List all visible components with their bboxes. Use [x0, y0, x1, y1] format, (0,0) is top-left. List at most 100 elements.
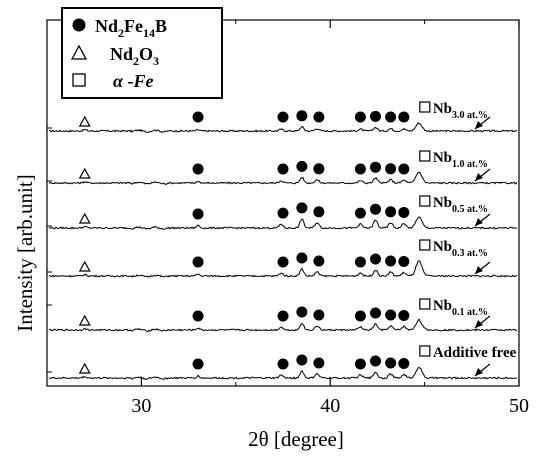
nd2fe14b-marker — [398, 358, 410, 369]
alpha-fe-marker — [419, 298, 431, 310]
nd2fe14b-marker — [192, 208, 204, 220]
nd2fe14b-marker — [354, 310, 366, 322]
legend-triangle-icon — [70, 44, 88, 60]
nd2fe14b-marker — [354, 207, 366, 219]
label-arrowhead — [475, 320, 483, 328]
series-label-sub: 0.1 at.% — [452, 307, 488, 318]
nd2fe14b-marker — [354, 163, 366, 175]
nd2fe14b-marker — [296, 160, 308, 172]
series-label-sub: 3.0 at.% — [452, 110, 488, 121]
x-axis-title: 2θ [degree] — [248, 427, 344, 451]
nd2fe14b-marker — [296, 354, 308, 366]
nd2fe14b-marker — [296, 306, 308, 318]
nd2fe14b-marker — [296, 252, 308, 264]
nd2fe14b-marker — [277, 111, 289, 123]
nd2fe14b-marker — [313, 255, 325, 267]
nd2fe14b-marker — [370, 253, 382, 265]
nd2fe14b-marker — [296, 202, 308, 214]
alpha-fe-marker — [419, 345, 431, 357]
alpha-fe-marker — [419, 239, 431, 251]
nd2fe14b-marker — [192, 310, 204, 322]
nd2fe14b-marker — [385, 111, 397, 123]
nd2o3-marker — [78, 212, 91, 224]
nd2fe14b-marker — [277, 310, 289, 322]
series-label: Additive free — [433, 345, 517, 361]
nd2fe14b-marker — [296, 110, 308, 122]
nd2fe14b-marker — [354, 358, 366, 370]
nd2fe14b-marker — [313, 206, 325, 218]
label-arrowhead — [475, 173, 483, 181]
nd2fe14b-marker — [370, 161, 382, 173]
nd2fe14b-marker — [313, 163, 325, 175]
y-axis-title: Intensity [arb.unit] — [13, 174, 37, 331]
series-label: Nb0.3 at.% — [433, 239, 488, 259]
nd2fe14b-marker — [398, 163, 410, 175]
series-5: Additive free — [48, 345, 518, 381]
xrd-line-2 — [48, 216, 518, 230]
nd2o3-marker — [78, 115, 91, 127]
series-3: Nb0.3 at.% — [48, 239, 518, 278]
nd2fe14b-marker — [192, 111, 204, 123]
x-tick-label: 30 — [131, 395, 151, 417]
label-arrowhead — [475, 218, 483, 226]
nd2fe14b-marker — [398, 206, 410, 218]
nd2o3-marker — [78, 167, 91, 179]
nd2fe14b-marker — [385, 357, 397, 369]
series-label-sub: 0.3 at.% — [452, 248, 488, 259]
nd2fe14b-marker — [385, 255, 397, 267]
nd2o3-marker — [78, 362, 91, 374]
nd2fe14b-marker — [354, 111, 366, 123]
xrd-line-5 — [48, 366, 518, 381]
label-arrowhead — [475, 266, 483, 274]
nd2fe14b-marker — [398, 256, 410, 267]
alpha-fe-marker — [419, 150, 431, 162]
nd2fe14b-marker — [277, 163, 289, 175]
legend-label: α -Fe — [113, 71, 153, 91]
xrd-line-0 — [48, 122, 518, 134]
nd2fe14b-marker — [313, 357, 325, 369]
nd2fe14b-marker — [370, 307, 382, 319]
alpha-fe-marker — [419, 195, 431, 207]
nd2fe14b-marker — [398, 310, 410, 321]
series-1: Nb1.0 at.% — [48, 150, 518, 185]
series-layer: Nb3.0 at.% Nb1.0 at.% Nb0.5 at.% Nb0.3 at.%… — [48, 101, 518, 381]
legend-square-icon — [72, 73, 86, 87]
nd2fe14b-marker — [398, 111, 410, 123]
xrd-line-3 — [48, 260, 518, 278]
series-0: Nb3.0 at.% — [48, 101, 518, 134]
nd2o3-marker — [78, 314, 91, 326]
nd2fe14b-marker — [370, 110, 382, 122]
nd2fe14b-marker — [385, 206, 397, 218]
nd2fe14b-marker — [277, 207, 289, 219]
nd2fe14b-marker — [277, 358, 289, 370]
nd2fe14b-marker — [192, 256, 204, 268]
x-tick-label: 40 — [320, 395, 340, 417]
series-label: Nb0.5 at.% — [433, 195, 488, 215]
label-arrowhead — [475, 121, 483, 129]
nd2fe14b-marker — [192, 358, 204, 370]
nd2fe14b-marker — [370, 355, 382, 367]
nd2fe14b-marker — [385, 163, 397, 175]
legend-box — [61, 7, 223, 99]
legend-circle-icon — [72, 18, 86, 32]
nd2fe14b-marker — [313, 309, 325, 321]
plot-frame — [46, 19, 520, 387]
nd2o3-marker — [78, 260, 91, 272]
xrd-line-4 — [48, 318, 518, 332]
nd2fe14b-marker — [277, 256, 289, 268]
label-arrowhead — [475, 368, 483, 376]
xrd-line-1 — [48, 171, 518, 185]
series-label-sub: 1.0 at.% — [452, 159, 488, 170]
series-label-sub: 0.5 at.% — [452, 204, 488, 215]
series-label: Nb1.0 at.% — [433, 150, 488, 170]
series-4: Nb0.1 at.% — [48, 298, 518, 332]
alpha-fe-marker — [419, 101, 431, 113]
nd2fe14b-marker — [354, 256, 366, 268]
nd2fe14b-marker — [385, 309, 397, 321]
series-2: Nb0.5 at.% — [48, 195, 518, 230]
series-label: Nb0.1 at.% — [433, 298, 488, 318]
nd2fe14b-marker — [313, 111, 325, 123]
nd2fe14b-marker — [192, 163, 204, 175]
